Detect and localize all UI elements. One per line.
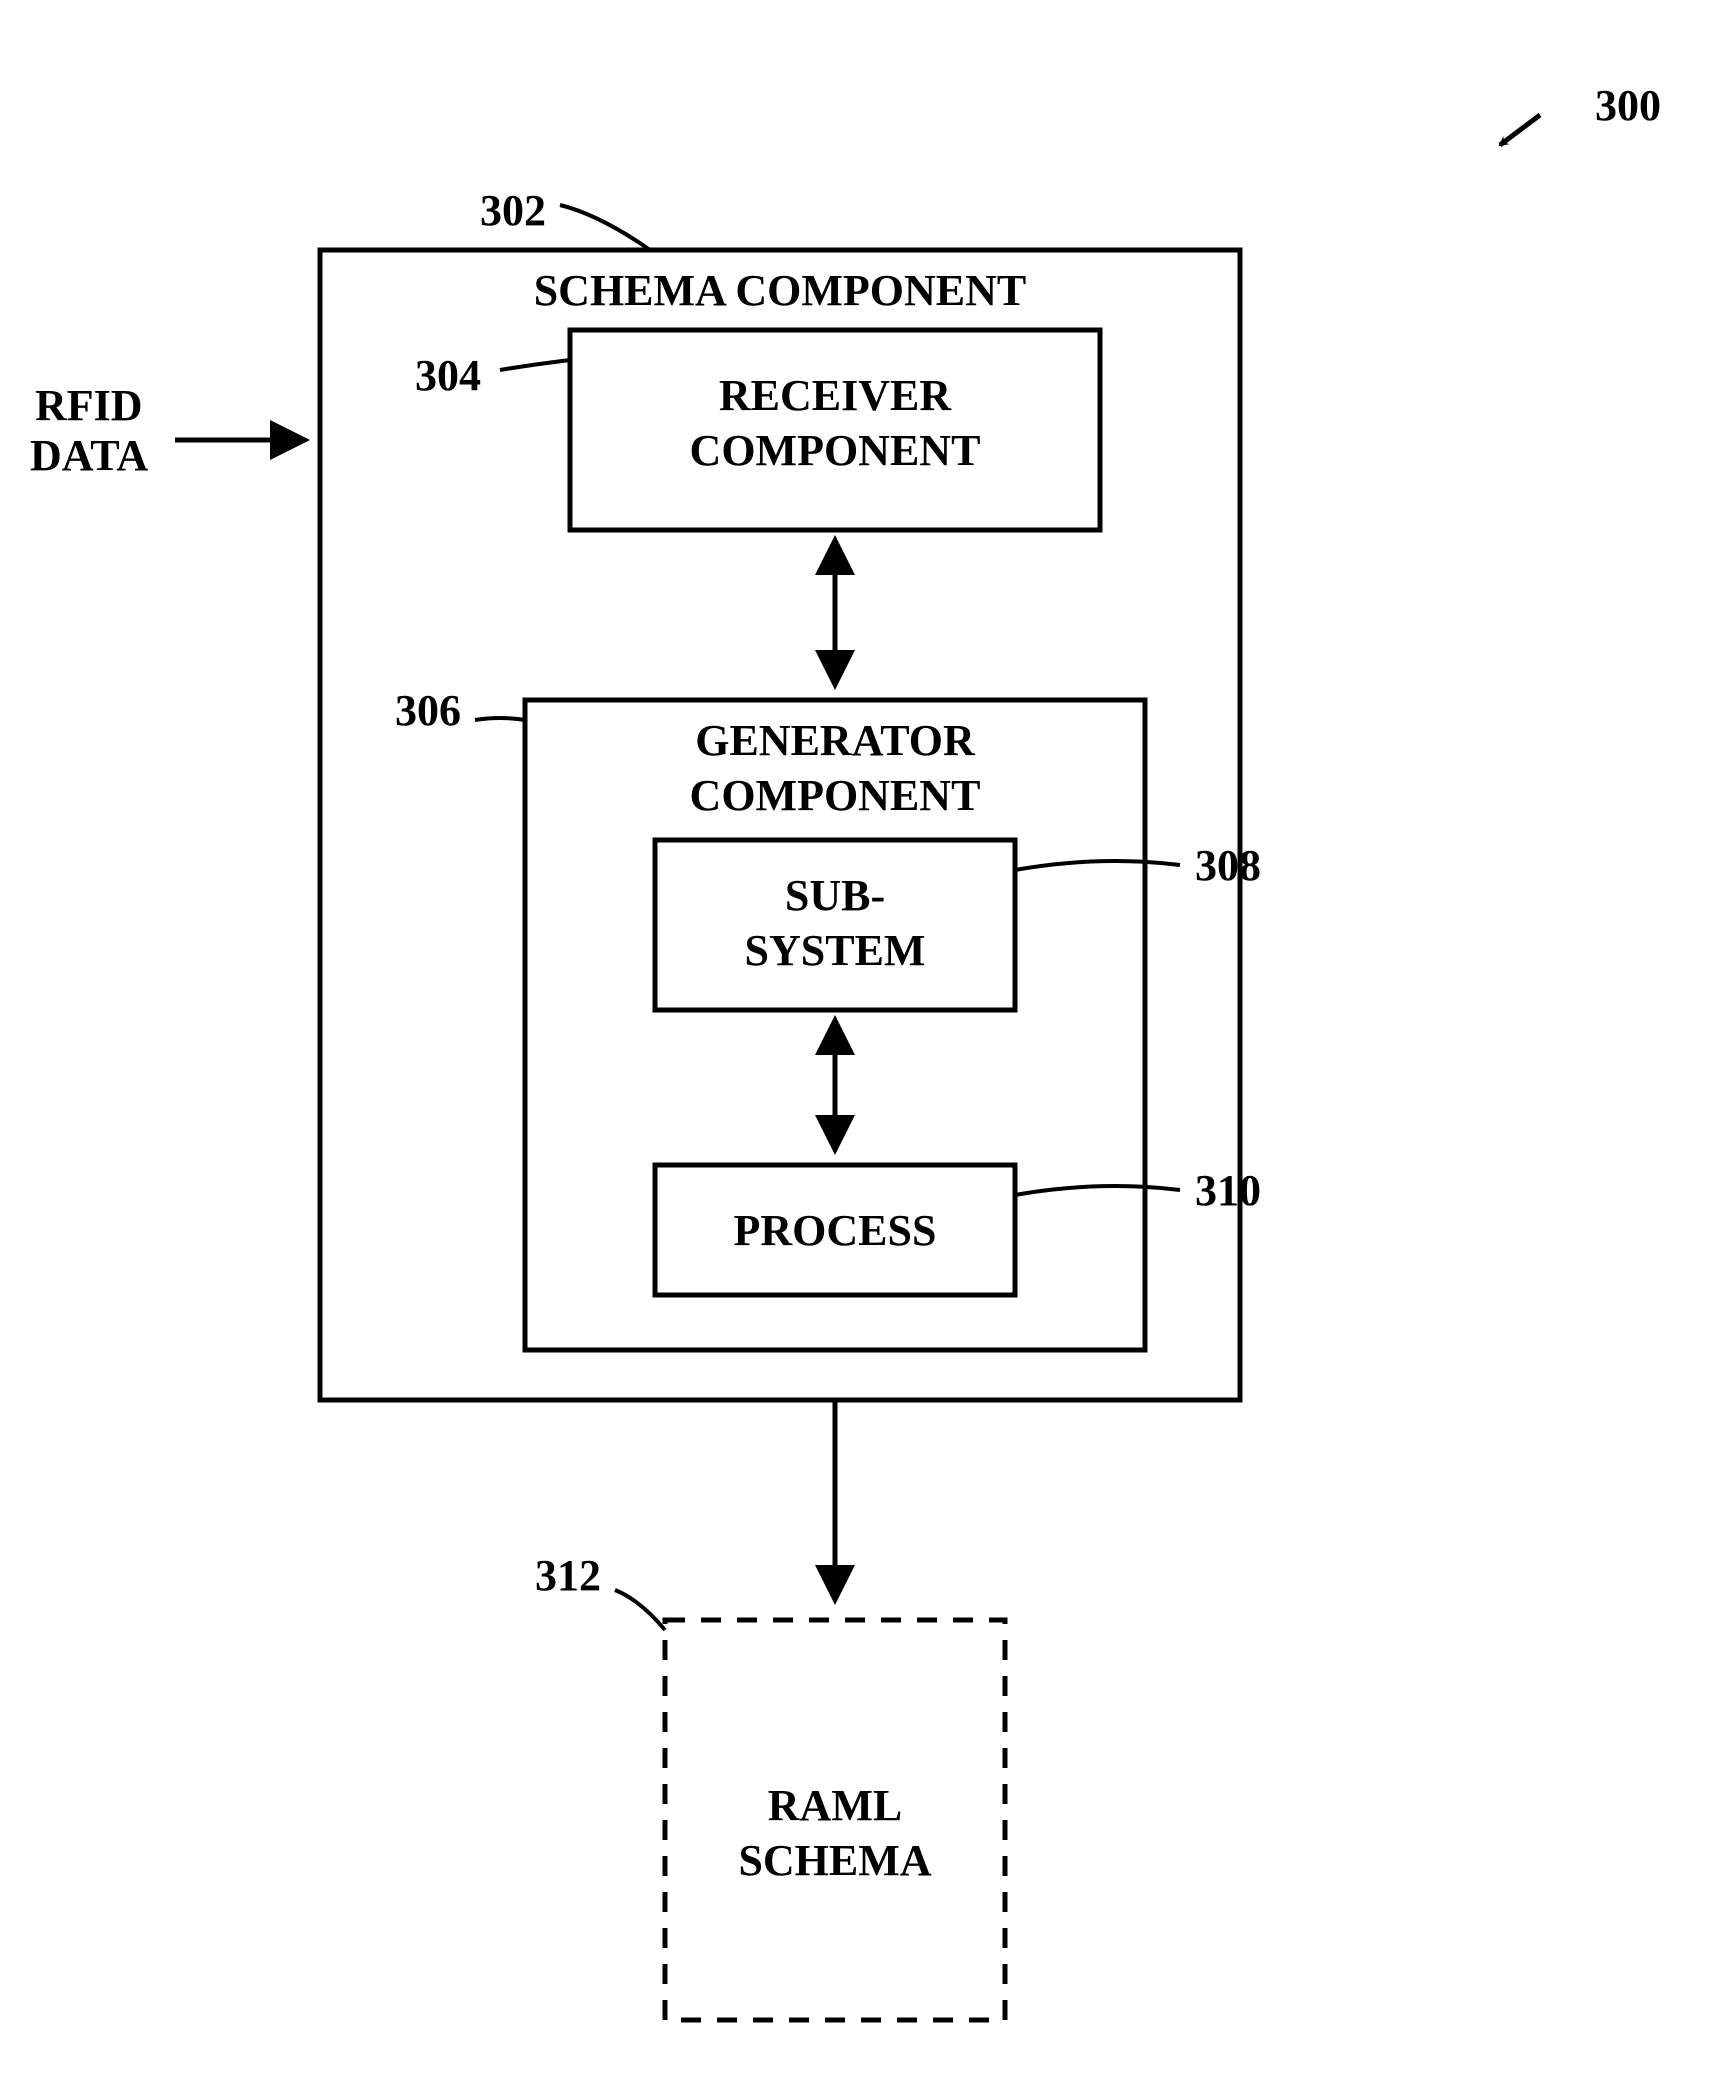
ref-306-label: 306 xyxy=(395,686,461,735)
rfid-data-label: RFID DATA xyxy=(30,381,148,480)
ref-304-label: 304 xyxy=(415,351,481,400)
ref-308: 308 xyxy=(1015,841,1261,890)
process-box: PROCESS xyxy=(655,1165,1015,1295)
subsystem-box: SUB- SYSTEM xyxy=(655,840,1015,1010)
ref-304: 304 xyxy=(415,351,570,400)
diagram-svg: 300 RFID DATA SCHEMA COMPONENT 302 RECEI… xyxy=(0,0,1719,2082)
schema-component-title: SCHEMA COMPONENT xyxy=(534,266,1027,315)
input-label-line1: RFID xyxy=(35,381,143,430)
subsystem-title-line2: SYSTEM xyxy=(745,926,926,975)
raml-schema-box: RAML SCHEMA xyxy=(665,1620,1005,2020)
ref-308-label: 308 xyxy=(1195,841,1261,890)
ref-312: 312 xyxy=(535,1551,665,1630)
generator-title-line2: COMPONENT xyxy=(690,771,981,820)
ref-306: 306 xyxy=(395,686,525,735)
process-title: PROCESS xyxy=(734,1206,937,1255)
receiver-title-line1: RECEIVER xyxy=(719,371,952,420)
generator-title-line1: GENERATOR xyxy=(695,716,976,765)
ref-302-label: 302 xyxy=(480,186,546,235)
ref-310: 310 xyxy=(1015,1166,1261,1215)
ref-312-label: 312 xyxy=(535,1551,601,1600)
input-label-line2: DATA xyxy=(30,431,148,480)
figure-ref-300: 300 xyxy=(1500,81,1661,145)
receiver-component-box: RECEIVER COMPONENT xyxy=(570,330,1100,530)
raml-title-line1: RAML xyxy=(768,1781,902,1830)
raml-title-line2: SCHEMA xyxy=(738,1836,931,1885)
ref-302: 302 xyxy=(480,186,650,250)
figure-ref-label: 300 xyxy=(1595,81,1661,130)
subsystem-title-line1: SUB- xyxy=(785,871,885,920)
ref-310-label: 310 xyxy=(1195,1166,1261,1215)
receiver-title-line2: COMPONENT xyxy=(690,426,981,475)
